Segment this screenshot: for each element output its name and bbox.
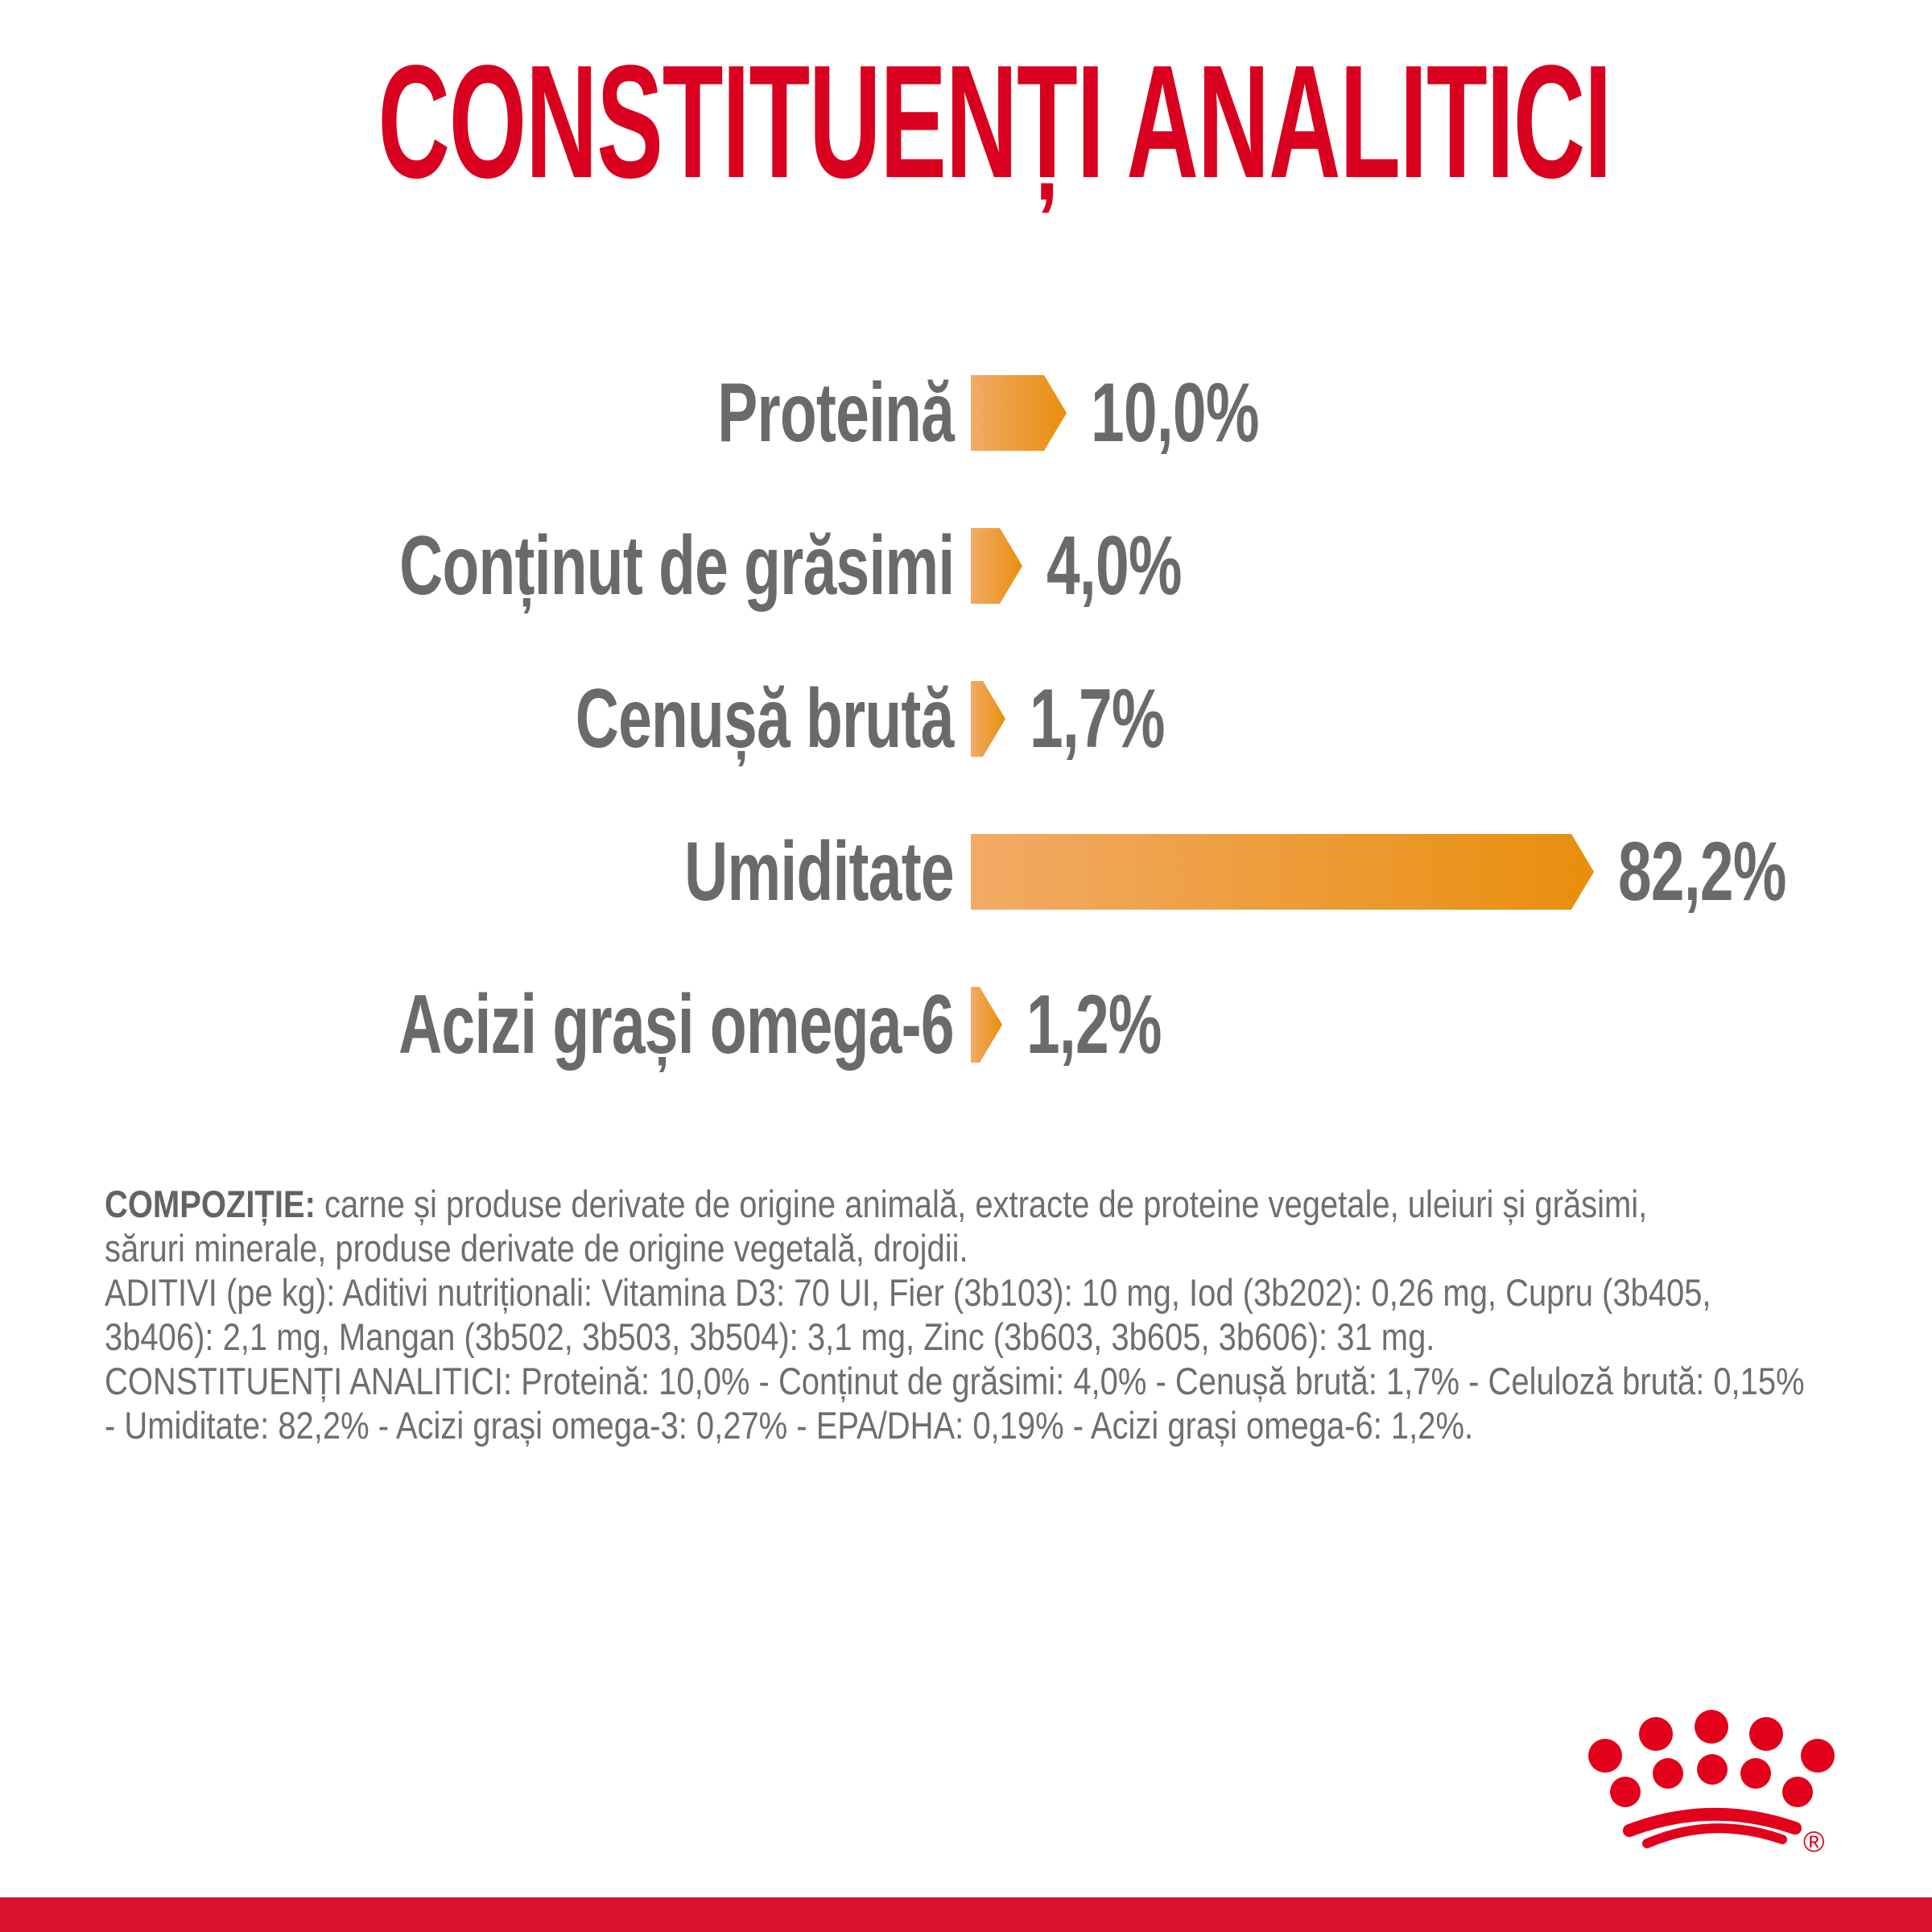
bar-moisture — [971, 834, 1594, 910]
chart-row-moisture: Umiditate 82,2% — [0, 795, 1932, 948]
bar-protein — [971, 375, 1067, 451]
page-title-wrap: CONSTITUENȚI ANALITICI — [0, 42, 1932, 203]
analytical-constituents-chart: Proteină 10,0% Conținut de grăsimi 4,0% … — [0, 336, 1932, 1101]
analytical-constituents-line-2: - Umiditate: 82,2% - Acizi grași omega-3… — [105, 1404, 1474, 1447]
additives-line-2: 3b406): 2,1 mg, Mangan (3b502, 3b503, 3b… — [105, 1315, 1435, 1358]
bar-value: 1,2% — [1026, 977, 1162, 1071]
bar-label: Acizi grași omega-6 — [398, 977, 954, 1071]
bar-fat — [971, 528, 1022, 604]
bar-label: Cenușă brută — [576, 671, 955, 766]
bar-omega6 — [971, 987, 1002, 1063]
registered-trademark-glyph: ® — [1803, 1825, 1825, 1858]
bottom-red-band — [0, 1897, 1932, 1932]
royal-canin-crown-icon: ® — [1575, 1710, 1840, 1863]
bar-value: 1,7% — [1030, 671, 1166, 766]
bar-label: Proteină — [717, 365, 955, 460]
bar-value: 4,0% — [1046, 518, 1183, 613]
analytical-constituents-line-1: CONSTITUENȚI ANALITICI: Proteină: 10,0% … — [105, 1360, 1805, 1402]
bar-label: Conținut de grăsimi — [398, 518, 955, 613]
composition-line-1-rest: carne și produse derivate de origine ani… — [315, 1183, 1648, 1225]
composition-line-1: COMPOZIȚIE: carne și produse derivate de… — [105, 1182, 1651, 1226]
composition-lead: COMPOZIȚIE: — [105, 1183, 316, 1225]
chart-row-crude-ash: Cenușă brută 1,7% — [0, 642, 1932, 795]
composition-text-block: COMPOZIȚIE: carne și produse derivate de… — [105, 1182, 1924, 1447]
additives-line-1: ADITIVI (pe kg): Aditivi nutriționali: V… — [105, 1271, 1711, 1314]
composition-line-2: săruri minerale, produse derivate de ori… — [105, 1227, 968, 1269]
chart-row-protein: Proteină 10,0% — [0, 336, 1932, 489]
chart-row-fat: Conținut de grăsimi 4,0% — [0, 489, 1932, 642]
bar-crude-ash — [971, 681, 1005, 757]
page-title: CONSTITUENȚI ANALITICI — [378, 32, 1612, 212]
bar-label: Umiditate — [684, 824, 954, 919]
bar-value: 10,0% — [1091, 365, 1259, 460]
chart-row-omega6: Acizi grași omega-6 1,2% — [0, 948, 1932, 1101]
bar-value: 82,2% — [1618, 824, 1786, 919]
